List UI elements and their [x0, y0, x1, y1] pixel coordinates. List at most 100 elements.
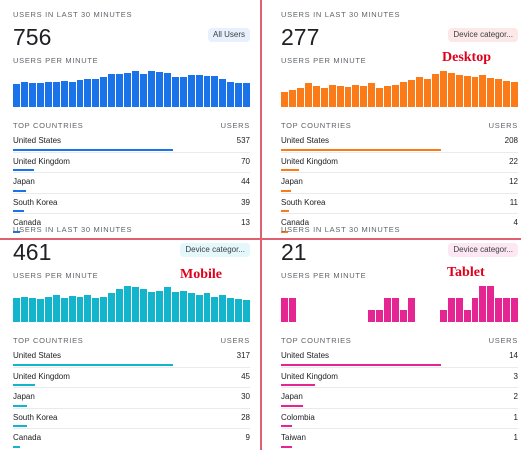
minute-bar[interactable]	[68, 81, 76, 107]
minute-bar[interactable]	[76, 80, 84, 107]
minute-bar[interactable]	[471, 298, 479, 322]
minute-bar[interactable]	[376, 87, 384, 107]
minute-bar[interactable]	[296, 87, 304, 107]
minute-bar[interactable]	[28, 298, 36, 322]
minute-bar[interactable]	[179, 290, 187, 322]
minute-bar[interactable]	[487, 77, 495, 107]
comparison-chip[interactable]: Device categor...	[448, 243, 518, 257]
country-row[interactable]: Japan 2	[281, 388, 518, 409]
minute-bar[interactable]	[392, 84, 400, 107]
minute-bar[interactable]	[100, 77, 108, 107]
minute-bar[interactable]	[235, 82, 243, 107]
minute-bar[interactable]	[52, 82, 60, 107]
minute-bar[interactable]	[108, 74, 116, 107]
minute-bar[interactable]	[360, 85, 368, 107]
minute-bar[interactable]	[108, 293, 116, 322]
country-row[interactable]: Japan 44	[13, 173, 250, 194]
minute-bar[interactable]	[211, 296, 219, 322]
minute-bar[interactable]	[36, 299, 44, 322]
minute-bar[interactable]	[44, 296, 52, 322]
minute-bar[interactable]	[124, 286, 132, 322]
minute-bar[interactable]	[511, 82, 519, 107]
minute-bar[interactable]	[368, 83, 376, 107]
minute-bar[interactable]	[84, 79, 92, 107]
minute-bar[interactable]	[171, 76, 179, 107]
minute-bar[interactable]	[140, 73, 147, 107]
minute-bar[interactable]	[60, 80, 68, 107]
minute-bar[interactable]	[147, 292, 155, 322]
minute-bar[interactable]	[243, 83, 251, 107]
country-row[interactable]: United States 14	[281, 347, 518, 368]
minute-bar[interactable]	[132, 287, 139, 322]
minute-bar[interactable]	[281, 92, 288, 107]
minute-bar[interactable]	[344, 86, 352, 107]
country-row[interactable]: Taiwan 1	[281, 429, 518, 449]
minute-bar[interactable]	[227, 298, 235, 322]
minute-bar[interactable]	[408, 298, 415, 322]
country-row[interactable]: Canada 9	[13, 429, 250, 449]
country-row[interactable]: United Kingdom 3	[281, 368, 518, 388]
minute-bar[interactable]	[479, 75, 487, 107]
minute-bar[interactable]	[140, 289, 147, 322]
minute-bar[interactable]	[304, 83, 312, 107]
minute-bar[interactable]	[203, 293, 211, 322]
minute-bar[interactable]	[100, 296, 108, 322]
minute-bar[interactable]	[400, 82, 407, 107]
minute-bar[interactable]	[92, 298, 100, 322]
country-row[interactable]: United Kingdom 22	[281, 153, 518, 173]
minute-bar[interactable]	[195, 295, 203, 322]
country-row[interactable]: Japan 30	[13, 388, 250, 409]
minute-bar[interactable]	[147, 71, 155, 107]
minute-bar[interactable]	[471, 77, 479, 107]
minute-bar[interactable]	[44, 82, 52, 107]
minute-bar[interactable]	[463, 310, 471, 322]
country-row[interactable]: Canada 13	[13, 214, 250, 234]
minute-bar[interactable]	[211, 75, 219, 107]
minute-bar[interactable]	[235, 299, 243, 322]
minute-bar[interactable]	[227, 81, 235, 107]
country-row[interactable]: South Korea 28	[13, 409, 250, 429]
minute-bar[interactable]	[203, 76, 211, 107]
minute-bar[interactable]	[281, 298, 288, 322]
minute-bar[interactable]	[187, 74, 195, 107]
minute-bar[interactable]	[116, 289, 124, 322]
minute-bar[interactable]	[431, 73, 439, 107]
minute-bar[interactable]	[352, 84, 360, 107]
minute-bar[interactable]	[312, 86, 320, 107]
minute-bar[interactable]	[495, 79, 503, 107]
country-row[interactable]: United Kingdom 70	[13, 153, 250, 173]
minute-bar[interactable]	[376, 310, 384, 322]
minute-bar[interactable]	[479, 286, 487, 322]
minute-bar[interactable]	[400, 310, 407, 322]
minute-bar[interactable]	[384, 86, 392, 107]
minute-bar[interactable]	[463, 76, 471, 107]
minute-bar[interactable]	[495, 298, 503, 322]
minute-bar[interactable]	[439, 71, 447, 107]
country-row[interactable]: South Korea 39	[13, 194, 250, 214]
minute-bar[interactable]	[439, 310, 447, 322]
minute-bar[interactable]	[503, 81, 511, 107]
minute-bar[interactable]	[163, 73, 171, 107]
country-row[interactable]: Canada 4	[281, 214, 518, 234]
minute-bar[interactable]	[179, 77, 187, 107]
minute-bar[interactable]	[320, 87, 328, 107]
minute-bar[interactable]	[328, 84, 336, 107]
minute-bar[interactable]	[20, 296, 28, 322]
comparison-chip[interactable]: Device categor...	[448, 28, 518, 42]
minute-bar[interactable]	[511, 298, 519, 322]
minute-bar[interactable]	[28, 83, 36, 107]
minute-bar[interactable]	[368, 310, 376, 322]
minute-bar[interactable]	[219, 295, 227, 322]
minute-bar[interactable]	[219, 79, 227, 107]
country-row[interactable]: United States 537	[13, 132, 250, 153]
minute-bar[interactable]	[187, 293, 195, 322]
minute-bar[interactable]	[384, 298, 392, 322]
minute-bar[interactable]	[52, 295, 60, 322]
minute-bar[interactable]	[288, 89, 296, 107]
minute-bar[interactable]	[195, 75, 203, 107]
minute-bar[interactable]	[68, 295, 76, 322]
minute-bar[interactable]	[447, 72, 455, 107]
minute-bar[interactable]	[408, 80, 415, 107]
country-row[interactable]: Colombia 1	[281, 409, 518, 429]
country-row[interactable]: United States 317	[13, 347, 250, 368]
